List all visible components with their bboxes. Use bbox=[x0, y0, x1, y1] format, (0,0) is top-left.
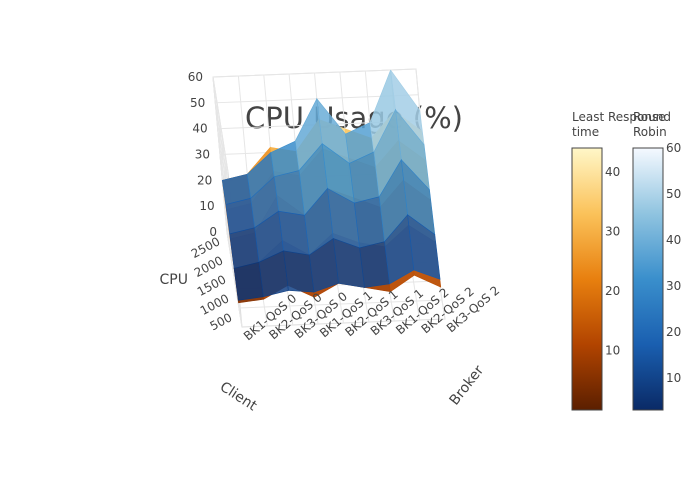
z-tick-label: 40 bbox=[192, 122, 207, 136]
colorbar-title: Robin bbox=[633, 125, 667, 139]
surfaces bbox=[221, 69, 442, 304]
colorbar-title: Round bbox=[633, 110, 671, 124]
colorbar-tick-label: 40 bbox=[666, 233, 681, 247]
z-tick-labels: 0 10 20 30 40 50 60 bbox=[188, 70, 217, 239]
colorbar-title: Least Response bbox=[572, 110, 666, 124]
z-tick-label: 30 bbox=[195, 148, 210, 162]
colorbar-tick-label: 40 bbox=[605, 165, 620, 179]
x-gridline bbox=[212, 76, 243, 328]
colorbar-gradient bbox=[571, 147, 603, 411]
z-tick-label: 10 bbox=[199, 199, 214, 213]
chart-title: CPU Usage (%) bbox=[245, 101, 463, 135]
z-axis-title: CPU bbox=[160, 272, 188, 288]
surface-patch bbox=[229, 227, 260, 269]
colorbar-tick-label: 50 bbox=[666, 187, 681, 201]
colorbar-tick-label: 20 bbox=[666, 325, 681, 339]
surface-patch bbox=[407, 214, 441, 280]
surface-round-robin bbox=[221, 69, 441, 301]
colorbar-gradient bbox=[632, 147, 664, 411]
colorbar-tick-label: 30 bbox=[666, 279, 681, 293]
colorbar-tick-label: 60 bbox=[666, 141, 681, 155]
x-axis-title: Broker bbox=[447, 362, 488, 408]
y-axis-title: Client bbox=[217, 379, 260, 415]
z-tick-label: 50 bbox=[190, 96, 205, 110]
colorbar-tick-label: 30 bbox=[605, 224, 620, 238]
colorbar-tick-label: 10 bbox=[666, 371, 681, 385]
colorbar-title: time bbox=[572, 125, 599, 139]
z-tick-label: 20 bbox=[197, 173, 212, 187]
z-tick-label: 60 bbox=[188, 70, 203, 84]
colorbar-tick-label: 10 bbox=[605, 344, 620, 358]
z-tick-label: 0 bbox=[209, 225, 217, 239]
colorbar-tick-label: 20 bbox=[605, 284, 620, 298]
surface-patch bbox=[233, 261, 264, 301]
